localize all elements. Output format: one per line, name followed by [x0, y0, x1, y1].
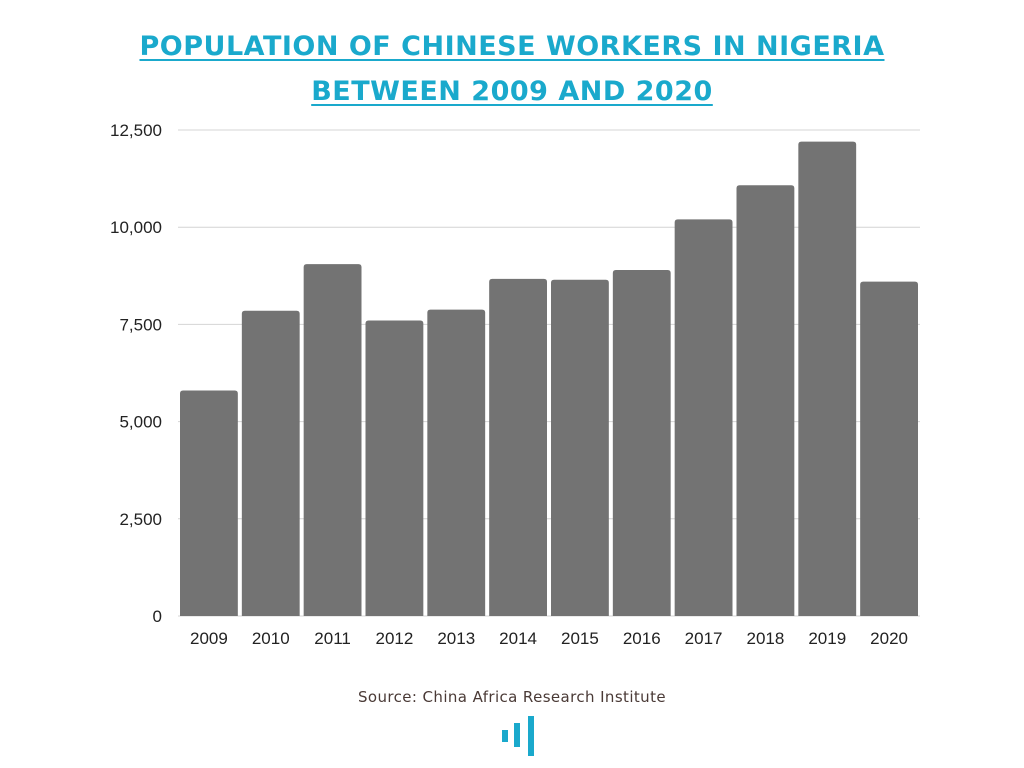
chart-title-line-2: BETWEEN 2009 AND 2020: [311, 76, 713, 107]
chart-title-line-1: POPULATION OF CHINESE WORKERS IN NIGERIA: [139, 31, 885, 62]
bar-2014: [489, 278, 547, 616]
bar-2009: [180, 390, 238, 616]
bar-2018: [736, 185, 795, 616]
x-tick-label: 2018: [747, 629, 785, 648]
bar-2013: [427, 309, 486, 616]
x-tick-label: 2012: [376, 629, 414, 648]
x-tick-label: 2013: [437, 629, 475, 648]
y-axis-tick-labels: 0 2,500 5,000 7,500 10,000 12,500: [110, 121, 162, 626]
y-tick-label: 2,500: [119, 510, 162, 529]
bar-2019: [798, 141, 857, 616]
bar-2016: [612, 269, 671, 616]
source-note: Source: China Africa Research Institute: [358, 688, 666, 706]
bar-2010: [241, 310, 300, 616]
bar-chart-logo-icon: [502, 716, 534, 756]
y-tick-label: 12,500: [110, 121, 162, 140]
x-tick-label: 2011: [314, 629, 351, 648]
x-tick-label: 2014: [499, 629, 537, 648]
y-tick-label: 0: [153, 607, 162, 626]
y-tick-label: 10,000: [110, 218, 162, 237]
x-tick-label: 2020: [870, 629, 908, 648]
chart-title: POPULATION OF CHINESE WORKERS IN NIGERIA…: [0, 24, 1024, 114]
bar-2011: [303, 264, 362, 616]
x-tick-label: 2015: [561, 629, 599, 648]
x-tick-label: 2016: [623, 629, 661, 648]
bar-2020: [860, 281, 918, 616]
grid-lines: [178, 129, 920, 617]
bar-2017: [674, 219, 733, 616]
x-axis-tick-labels: 2009 2010 2011 2012 2013 2014 2015 2016 2017 2018…: [190, 629, 908, 648]
bar-2015: [551, 279, 609, 616]
x-tick-label: 2010: [252, 629, 290, 648]
y-tick-label: 5,000: [119, 413, 162, 432]
y-tick-label: 7,500: [119, 315, 162, 334]
x-tick-label: 2017: [685, 629, 723, 648]
bars: [180, 141, 918, 616]
x-tick-label: 2019: [808, 629, 846, 648]
bar-2012: [365, 320, 424, 616]
x-tick-label: 2009: [190, 629, 228, 648]
